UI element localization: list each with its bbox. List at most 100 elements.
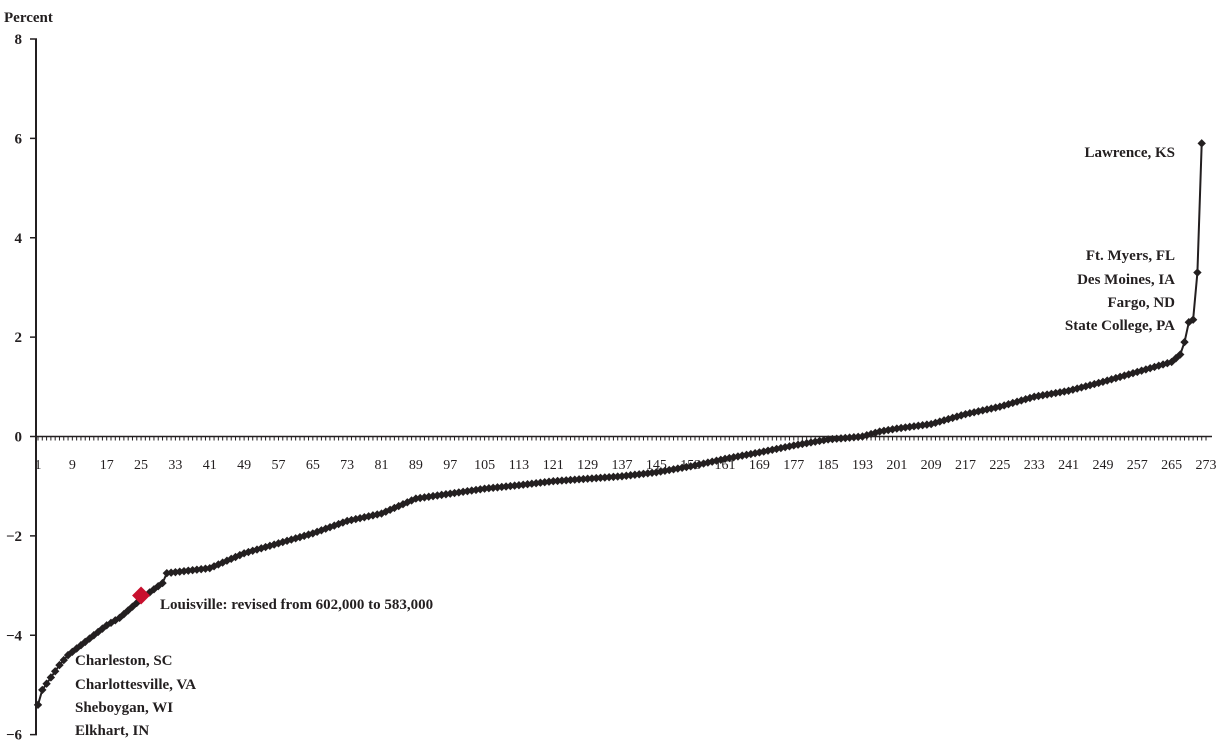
data-point: [570, 475, 579, 484]
data-point: [158, 578, 167, 588]
data-point: [901, 423, 910, 432]
data-point: [613, 472, 622, 481]
x-tick-label: 81: [375, 458, 389, 473]
data-point: [832, 434, 841, 443]
data-point: [1133, 367, 1142, 377]
data-point: [682, 462, 691, 472]
x-tick-label: 185: [818, 458, 839, 473]
x-tick-label: 97: [443, 458, 457, 473]
data-point: [643, 469, 652, 478]
data-point: [519, 480, 528, 489]
data-point: [1120, 371, 1129, 380]
data-point: [759, 447, 768, 456]
data-point: [1188, 315, 1198, 324]
data-point: [188, 565, 197, 575]
data-point: [527, 479, 537, 488]
y-axis-label: Percent: [4, 10, 53, 26]
data-point: [776, 443, 786, 453]
data-point: [768, 445, 777, 454]
x-tick-label: 49: [237, 458, 251, 473]
x-tick-label: 9: [69, 458, 76, 473]
x-tick-label: 273: [1196, 458, 1217, 473]
x-tick-label: 193: [852, 458, 873, 473]
y-tick-label: −6: [6, 728, 23, 744]
data-point: [1154, 361, 1163, 370]
data-point: [978, 406, 987, 415]
data-point: [695, 460, 704, 469]
x-tick-label: 25: [134, 458, 148, 473]
data-point: [50, 667, 60, 676]
x-tick-label: 105: [474, 458, 495, 473]
data-point: [862, 431, 871, 440]
data-point: [1197, 139, 1206, 148]
y-tick-label: 8: [15, 32, 23, 48]
x-tick-label: 41: [203, 458, 217, 473]
axes: [35, 39, 1212, 735]
data-point: [965, 409, 975, 418]
data-point: [42, 679, 51, 688]
data-point: [841, 433, 850, 443]
data-point: [935, 417, 944, 426]
data-point: [1060, 387, 1069, 396]
x-tick-label: 241: [1058, 458, 1079, 473]
data-point: [175, 567, 184, 576]
annotation-state-college: State College, PA: [1065, 318, 1175, 334]
data-point: [1111, 373, 1121, 383]
data-point: [716, 455, 725, 464]
data-point: [665, 465, 674, 475]
data-point: [1038, 391, 1048, 400]
data-point: [1025, 393, 1035, 403]
data-point: [1171, 354, 1181, 363]
data-point: [634, 470, 644, 479]
annotation-elkhart: Elkhart, IN: [75, 723, 149, 739]
x-tick-label: 17: [100, 458, 114, 473]
data-point: [849, 433, 859, 442]
y-tick-label: 0: [15, 430, 23, 446]
x-tick-label: 137: [612, 458, 633, 473]
data-point: [1098, 377, 1108, 387]
data-point: [592, 473, 601, 483]
data-point: [55, 660, 64, 670]
data-point: [1163, 359, 1172, 368]
annotation-charleston: Charleston, SC: [75, 653, 173, 669]
data-point: [656, 467, 665, 476]
x-tick-label: 65: [306, 458, 320, 473]
data-point: [33, 700, 43, 710]
x-tick-label: 217: [955, 458, 976, 473]
data-point: [540, 478, 549, 487]
data-point: [630, 470, 640, 479]
x-tick-label: 233: [1024, 458, 1045, 473]
y-tick-label: −2: [6, 529, 22, 545]
annotation-des-moines: Des Moines, IA: [1077, 272, 1175, 288]
x-tick-label: 113: [509, 458, 529, 473]
x-tick-label: 257: [1127, 458, 1148, 473]
data-point: [192, 565, 202, 574]
data-point: [999, 401, 1009, 410]
data-point: [1184, 318, 1194, 327]
y-tick-label: 4: [15, 231, 23, 247]
data-point: [1180, 337, 1189, 347]
data-point: [46, 673, 56, 682]
data-point: [557, 476, 567, 485]
x-tick-label: 209: [921, 458, 942, 473]
data-point: [884, 425, 893, 435]
data-point: [828, 434, 837, 444]
data-point: [622, 471, 631, 480]
data-point: [1068, 385, 1078, 394]
data-point: [1047, 389, 1056, 398]
data-point: [995, 402, 1005, 411]
data-point: [196, 564, 206, 574]
data-point: [1176, 350, 1185, 359]
data-point: [59, 655, 68, 665]
x-tick-label: 201: [886, 458, 907, 473]
data-point: [583, 474, 592, 483]
data-point: [1017, 396, 1026, 405]
y-tick-label: −4: [6, 628, 23, 644]
data-point: [892, 424, 902, 433]
data-point: [914, 421, 923, 430]
x-tick-labels: 1 9 17 25 33 41 49 57 65 73 81 89 97 105 113 121 129 137 1…: [35, 458, 1217, 473]
data-point: [802, 439, 811, 448]
data-point: [1141, 365, 1151, 374]
data-point: [926, 419, 936, 429]
